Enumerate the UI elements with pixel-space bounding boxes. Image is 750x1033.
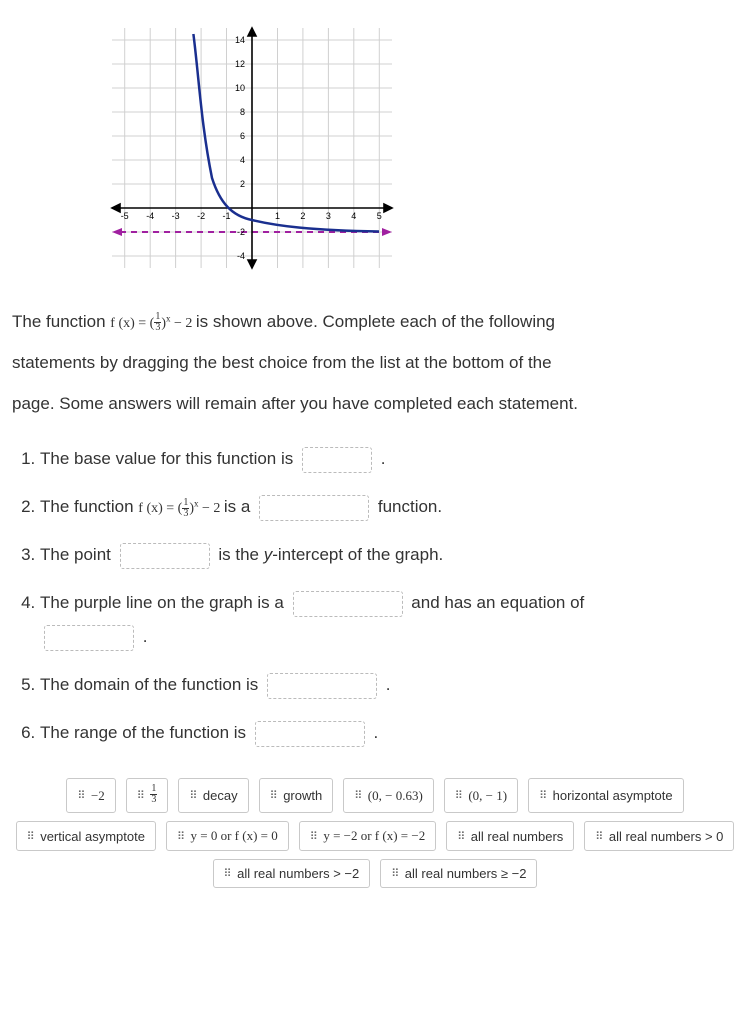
choice-allreal[interactable]: ⠿all real numbers <box>446 821 574 851</box>
choice-allreal-gtneg2[interactable]: ⠿all real numbers > −2 <box>213 859 371 888</box>
drag-handle-icon: ⠿ <box>189 789 197 802</box>
function-expression-2: f (x) = (13)x − 2 <box>138 501 224 516</box>
choice-one-third[interactable]: ⠿13 <box>126 778 169 813</box>
svg-text:5: 5 <box>377 211 382 221</box>
drag-handle-icon: ⠿ <box>177 830 185 843</box>
choice-yneg2[interactable]: ⠿y = −2 or f (x) = −2 <box>299 821 436 851</box>
svg-text:2: 2 <box>300 211 305 221</box>
drag-handle-icon: ⠿ <box>270 789 278 802</box>
svg-text:6: 6 <box>240 131 245 141</box>
drag-handle-icon: ⠿ <box>224 867 232 880</box>
statement-3: The point is the y-intercept of the grap… <box>40 538 738 572</box>
drag-handle-icon: ⠿ <box>310 830 318 843</box>
choice-vert-asymp[interactable]: ⠿vertical asymptote <box>16 821 156 851</box>
svg-text:4: 4 <box>240 155 245 165</box>
drag-handle-icon: ⠿ <box>595 830 603 843</box>
svg-text:4: 4 <box>351 211 356 221</box>
svg-text:-5: -5 <box>121 211 129 221</box>
drag-handle-icon: ⠿ <box>457 830 465 843</box>
svg-text:-2: -2 <box>197 211 205 221</box>
choice-point-1[interactable]: ⠿(0, − 1) <box>444 778 518 813</box>
drag-handle-icon: ⠿ <box>455 789 463 802</box>
svg-text:1: 1 <box>275 211 280 221</box>
svg-text:-4: -4 <box>146 211 154 221</box>
choice-point-063[interactable]: ⠿(0, − 0.63) <box>343 778 434 813</box>
choice-growth[interactable]: ⠿growth <box>259 778 334 813</box>
choice-allreal-geneg2[interactable]: ⠿all real numbers ≥ −2 <box>380 859 537 888</box>
prose-3: page. Some answers will remain after you… <box>12 394 578 413</box>
choice-y0[interactable]: ⠿y = 0 or f (x) = 0 <box>166 821 289 851</box>
instructions: The function f (x) = (13)x − 2 is shown … <box>12 302 738 424</box>
drag-handle-icon: ⠿ <box>354 789 362 802</box>
drop-zone-3[interactable] <box>120 543 210 569</box>
statement-5: The domain of the function is . <box>40 668 738 702</box>
prose-1b: is shown above. Complete each of the fol… <box>196 312 555 331</box>
prose-2: statements by dragging the best choice f… <box>12 353 552 372</box>
statement-6: The range of the function is . <box>40 716 738 750</box>
svg-text:-2: -2 <box>237 227 245 237</box>
drag-handle-icon: ⠿ <box>391 867 399 880</box>
svg-text:10: 10 <box>235 83 245 93</box>
drag-handle-icon: ⠿ <box>27 830 35 843</box>
choice-horiz-asymp[interactable]: ⠿horizontal asymptote <box>528 778 684 813</box>
drag-handle-icon: ⠿ <box>137 789 145 802</box>
drag-handle-icon: ⠿ <box>77 789 85 802</box>
function-expression: f (x) = (13)x − 2 <box>110 316 196 331</box>
drag-handle-icon: ⠿ <box>539 789 547 802</box>
drop-zone-6[interactable] <box>255 721 365 747</box>
choices-bank: ⠿−2 ⠿13 ⠿decay ⠿growth ⠿(0, − 0.63) ⠿(0,… <box>12 778 738 888</box>
svg-text:-3: -3 <box>172 211 180 221</box>
prose-1a: The function <box>12 312 110 331</box>
svg-text:12: 12 <box>235 59 245 69</box>
graph-container: -5-4-3 -2-1 123 45 24 68 1012 14 -2-4 <box>12 18 738 278</box>
choice-allreal-gt0[interactable]: ⠿all real numbers > 0 <box>584 821 734 851</box>
function-graph: -5-4-3 -2-1 123 45 24 68 1012 14 -2-4 <box>102 18 402 278</box>
choice-neg2[interactable]: ⠿−2 <box>66 778 115 813</box>
svg-text:8: 8 <box>240 107 245 117</box>
drop-zone-4b[interactable] <box>44 625 134 651</box>
svg-text:2: 2 <box>240 179 245 189</box>
svg-text:3: 3 <box>326 211 331 221</box>
svg-text:14: 14 <box>235 35 245 45</box>
statement-2: The function f (x) = (13)x − 2 is a func… <box>40 490 738 524</box>
statement-1: The base value for this function is . <box>40 442 738 476</box>
statements-list: The base value for this function is . Th… <box>12 442 738 750</box>
drop-zone-1[interactable] <box>302 447 372 473</box>
choice-decay[interactable]: ⠿decay <box>178 778 248 813</box>
svg-text:-4: -4 <box>237 251 245 261</box>
svg-text:-1: -1 <box>222 211 230 221</box>
drop-zone-2[interactable] <box>259 495 369 521</box>
statement-4: The purple line on the graph is a and ha… <box>40 586 738 654</box>
drop-zone-4a[interactable] <box>293 591 403 617</box>
drop-zone-5[interactable] <box>267 673 377 699</box>
